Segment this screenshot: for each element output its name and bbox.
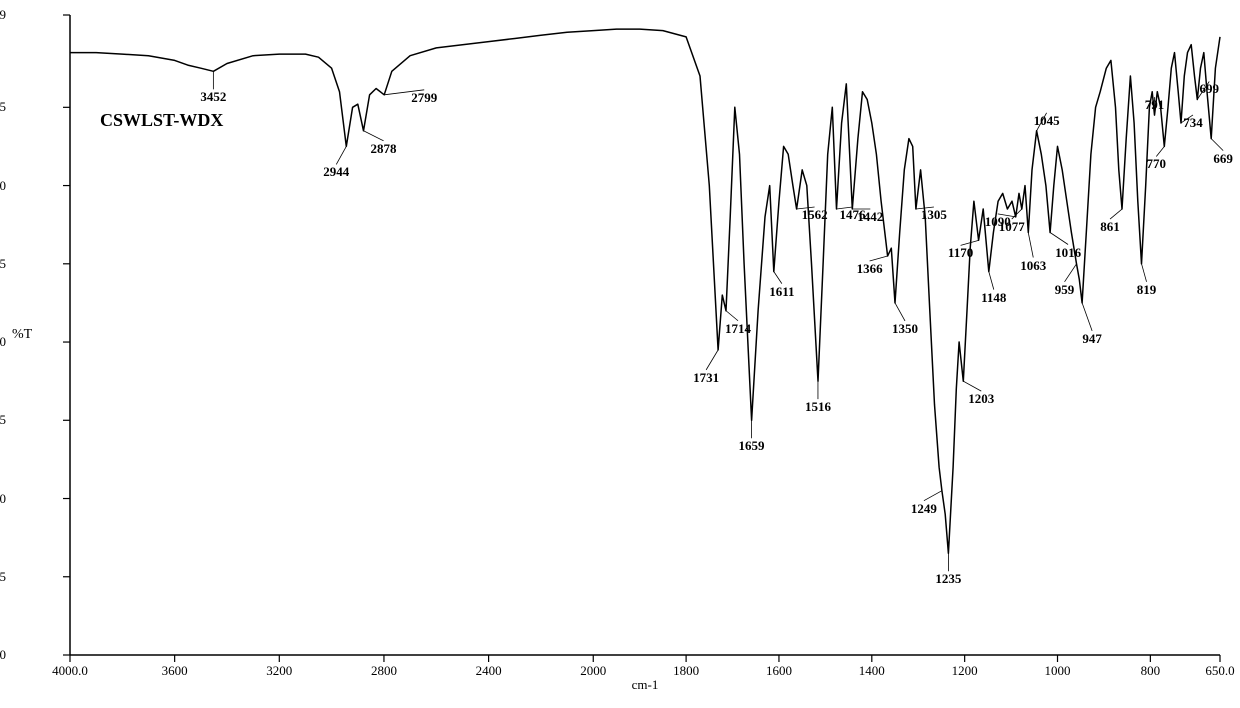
y-tick-label: 60.0 (0, 647, 6, 663)
peak-label: 1731 (693, 370, 719, 386)
peak-label: 1077 (999, 219, 1025, 235)
x-tick-label: 3600 (162, 663, 188, 679)
x-tick-label: 2000 (580, 663, 606, 679)
x-tick-label: 1000 (1045, 663, 1071, 679)
y-tick-label: 100.9 (0, 7, 6, 23)
peak-label: 1235 (935, 571, 961, 587)
peak-label: 2878 (371, 141, 397, 157)
peak-label: 734 (1183, 115, 1203, 131)
peak-label: 669 (1213, 151, 1233, 167)
x-tick-label: 1800 (673, 663, 699, 679)
peak-label: 1516 (805, 399, 831, 415)
y-tick-label: 85 (0, 256, 6, 272)
peak-label: 1659 (739, 438, 765, 454)
y-tick-label: 95 (0, 99, 6, 115)
peak-label: 699 (1200, 81, 1220, 97)
x-tick-label: 4000.0 (52, 663, 88, 679)
peak-label: 819 (1137, 282, 1157, 298)
peak-label: 1203 (968, 391, 994, 407)
x-tick-label: 2400 (476, 663, 502, 679)
peak-label: 1016 (1055, 245, 1081, 261)
peak-label: 947 (1082, 331, 1102, 347)
x-tick-label: 800 (1141, 663, 1161, 679)
y-axis-label: %T (12, 327, 32, 343)
y-tick-label: 80 (0, 334, 6, 350)
x-tick-label: 1200 (952, 663, 978, 679)
peak-label: 1305 (921, 207, 947, 223)
ir-spectrum-chart: %T cm-1 CSWLST-WDX 4000.0360032002800240… (70, 15, 1220, 655)
y-tick-label: 75 (0, 412, 6, 428)
y-tick-label: 65 (0, 569, 6, 585)
x-axis-label: cm-1 (632, 677, 659, 693)
x-tick-label: 650.0 (1205, 663, 1234, 679)
peak-label: 2944 (323, 164, 349, 180)
peak-label: 1170 (948, 245, 973, 261)
peak-label: 1562 (802, 207, 828, 223)
x-tick-label: 1600 (766, 663, 792, 679)
peak-label: 1045 (1034, 113, 1060, 129)
y-tick-label: 70 (0, 491, 6, 507)
peak-label: 1148 (981, 290, 1006, 306)
peak-label: 1366 (857, 261, 883, 277)
peak-label: 791 (1145, 97, 1165, 113)
peak-label: 1714 (725, 321, 751, 337)
peak-label: 1442 (857, 209, 883, 225)
spectrum-trace (70, 15, 1220, 655)
peak-label: 959 (1055, 282, 1075, 298)
y-tick-label: 90 (0, 178, 6, 194)
x-tick-label: 3200 (266, 663, 292, 679)
peak-label: 1063 (1020, 258, 1046, 274)
peak-label: 1611 (769, 284, 794, 300)
peak-label: 770 (1147, 156, 1167, 172)
x-tick-label: 2800 (371, 663, 397, 679)
x-tick-label: 1400 (859, 663, 885, 679)
peak-label: 1350 (892, 321, 918, 337)
peak-label: 3452 (200, 89, 226, 105)
peak-label: 2799 (411, 90, 437, 106)
peak-label: 861 (1100, 219, 1120, 235)
peak-label: 1249 (911, 501, 937, 517)
